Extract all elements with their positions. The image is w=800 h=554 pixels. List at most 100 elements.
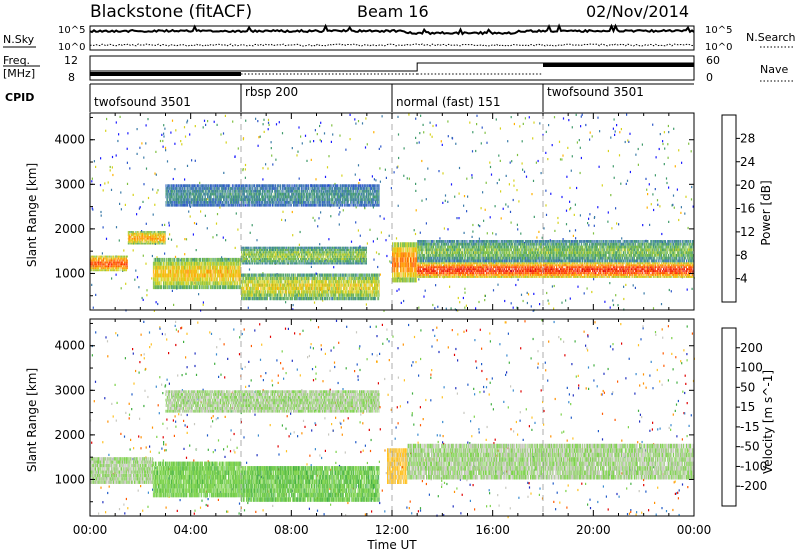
scatter-cell [95, 165, 97, 168]
band-cell [120, 263, 121, 266]
band-cell [102, 267, 103, 270]
band-cell [152, 241, 154, 243]
band-cell [123, 267, 125, 270]
band-cell [191, 269, 192, 274]
band-cell [163, 232, 165, 235]
band-cell [123, 263, 124, 266]
band-cell [174, 192, 176, 196]
band-cell [174, 184, 176, 188]
band-cell [156, 234, 157, 237]
band-cell [157, 273, 158, 278]
band-cell [191, 285, 193, 290]
band-cell [209, 277, 210, 282]
band-cell [199, 261, 200, 266]
band-cell [117, 259, 118, 262]
band-cell [151, 232, 152, 235]
band-cell [203, 285, 204, 290]
scatter-cell [627, 139, 629, 142]
band-cell [211, 189, 213, 193]
band-cell [112, 263, 114, 266]
scatter-cell [403, 147, 405, 150]
scatter-cell [456, 217, 458, 220]
band-cell [194, 257, 195, 262]
band-cell [157, 285, 159, 290]
band-cell [176, 285, 177, 290]
band-cell [202, 273, 204, 278]
band-cell [128, 231, 130, 233]
band-cell [110, 267, 111, 270]
band-cell [209, 269, 210, 274]
band-cell [200, 285, 201, 290]
band-cell [211, 261, 212, 266]
band-cell [168, 195, 169, 199]
band-cell [191, 257, 193, 262]
band-cell [203, 261, 205, 266]
band-cell [170, 189, 172, 193]
band-cell [157, 269, 159, 274]
band-cell [216, 277, 218, 282]
band-cell [147, 241, 149, 243]
band-cell [171, 269, 172, 274]
scatter-cell [443, 261, 445, 264]
band-cell [207, 273, 208, 278]
scatter-cell [535, 161, 537, 164]
band-cell [113, 261, 114, 264]
band-cell [103, 263, 104, 266]
scatter-cell [358, 182, 360, 185]
band-cell [102, 265, 103, 268]
band-cell [129, 242, 131, 245]
scatter-cell [169, 233, 171, 236]
scatter-cell [174, 142, 176, 145]
band-cell [210, 265, 211, 270]
band-cell [226, 195, 228, 199]
scatter-cell [652, 307, 655, 310]
band-cell [217, 277, 219, 282]
band-cell [177, 265, 179, 270]
band-cell [171, 269, 173, 274]
band-cell [192, 277, 194, 282]
band-cell [143, 231, 144, 233]
band-cell [91, 269, 92, 272]
band-cell [248, 201, 250, 204]
band-cell [166, 285, 167, 290]
band-cell [195, 281, 196, 286]
band-cell [206, 281, 208, 286]
band-cell [250, 198, 252, 201]
band-cell [227, 277, 228, 282]
scatter-cell [518, 200, 520, 203]
band-cell [209, 261, 210, 266]
scatter-cell [115, 121, 117, 124]
band-cell [197, 261, 198, 266]
scatter-cell [510, 302, 512, 305]
band-cell [204, 277, 205, 282]
band-cell [249, 195, 251, 199]
band-cell [132, 234, 134, 237]
band-cell [124, 269, 125, 272]
scatter-cell [658, 147, 660, 151]
band-cell [134, 241, 136, 243]
band-cell [197, 257, 199, 262]
band-cell [179, 192, 181, 196]
band-cell [202, 281, 203, 286]
band-cell [215, 269, 217, 274]
band-cell [153, 234, 155, 237]
band-cell [175, 269, 177, 274]
band-cell [208, 281, 210, 286]
band-cell [205, 269, 206, 274]
band-cell [250, 189, 252, 193]
band-cell [232, 184, 234, 188]
band-cell [206, 273, 208, 278]
band-cell [173, 187, 175, 190]
band-cell [114, 265, 116, 268]
scatter-cell [161, 223, 163, 227]
band-cell [157, 277, 159, 282]
band-cell [153, 261, 154, 266]
band-cell [185, 269, 187, 274]
band-cell [161, 239, 163, 242]
band-cell [172, 203, 174, 207]
band-cell [149, 242, 151, 245]
band-cell [159, 236, 161, 238]
scatter-cell [415, 136, 417, 139]
scatter-cell [521, 140, 523, 143]
band-cell [163, 285, 164, 290]
